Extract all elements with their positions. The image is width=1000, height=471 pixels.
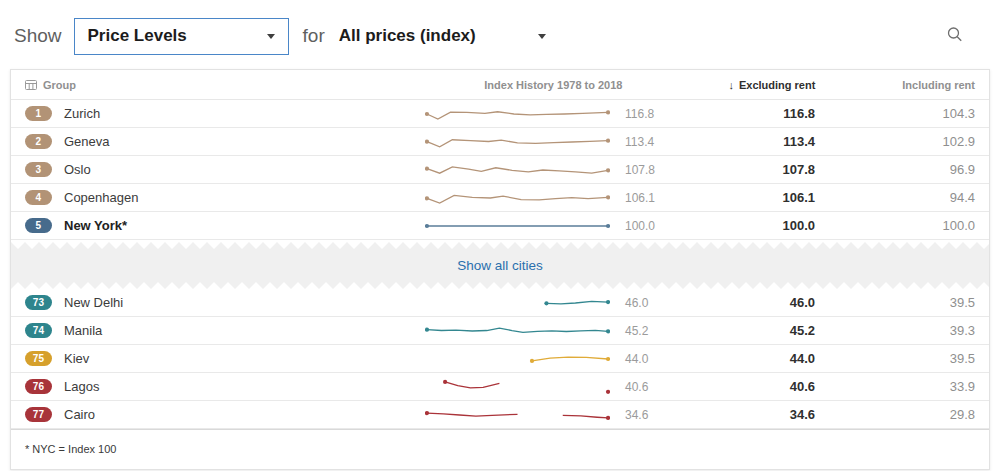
excluding-rent-value: 106.1 [680,190,815,205]
index-history-sparkline [425,187,610,209]
nyc-index-footnote: * NYC = Index 100 [25,443,116,455]
index-history-sparkline [425,376,610,398]
search-button[interactable] [946,26,964,47]
city-name: Copenhagen [64,190,425,205]
sort-descending-icon: ↓ [728,79,734,91]
including-rent-value: 39.3 [815,323,975,338]
chevron-down-icon [538,34,546,39]
sparkline-value: 116.8 [610,107,680,121]
group-grid-icon [25,80,37,90]
table-row[interactable]: 76 Lagos 40.6 40.6 33.9 [11,373,989,401]
sparkline-value: 40.6 [610,380,680,394]
rank-badge: 1 [25,106,52,121]
table-row[interactable]: 1 Zurich 116.8 116.8 104.3 [11,100,989,128]
including-rent-value: 39.5 [815,351,975,366]
rank-badge: 76 [25,379,52,394]
table-footer: * NYC = Index 100 [11,429,989,469]
city-name: Zurich [64,106,425,121]
excluding-rent-value: 44.0 [680,351,815,366]
rank-badge: 74 [25,323,52,338]
including-rent-value: 102.9 [815,134,975,149]
table-row[interactable]: 5 New York* 100.0 100.0 100.0 [11,212,989,240]
excluding-rent-value: 40.6 [680,379,815,394]
metric-dropdown-value: Price Levels [88,26,187,46]
torn-edge-top [11,242,989,249]
sparkline-value: 46.0 [610,296,680,310]
table-row[interactable]: 2 Geneva 113.4 113.4 102.9 [11,128,989,156]
bottom-ranked-rows: 73 New Delhi 46.0 46.0 39.5 74 Manila 45… [11,289,989,429]
including-rent-value: 33.9 [815,379,975,394]
rank-badge: 4 [25,190,52,205]
index-history-sparkline [425,103,610,125]
table-row[interactable]: 77 Cairo 34.6 34.6 29.8 [11,401,989,429]
rank-badge: 5 [25,218,52,233]
index-history-sparkline [425,292,610,314]
category-dropdown-value: All prices (index) [339,26,476,46]
index-history-sparkline [425,348,610,370]
excluding-rent-value: 34.6 [680,407,815,422]
including-rent-value: 29.8 [815,407,975,422]
table-header-row: Group Index History 1978 to 2018 ↓ Exclu… [11,70,989,100]
torn-edge-bottom [11,282,989,289]
index-history-sparkline [425,131,610,153]
header-excluding-rent-label: Excluding rent [739,79,815,91]
rank-badge: 73 [25,295,52,310]
sparkline-value: 45.2 [610,324,680,338]
show-all-cities-button[interactable]: Show all cities [457,258,543,273]
header-group-label: Group [43,79,76,91]
index-history-sparkline [425,215,610,237]
header-including-rent[interactable]: Including rent [815,79,975,91]
metric-dropdown[interactable]: Price Levels [74,18,289,55]
rank-badge: 3 [25,162,52,177]
excluding-rent-value: 45.2 [680,323,815,338]
sparkline-value: 34.6 [610,408,680,422]
including-rent-value: 96.9 [815,162,975,177]
sparkline-value: 44.0 [610,352,680,366]
city-name: Kiev [64,351,425,366]
sparkline-value: 100.0 [610,219,680,233]
header-index-history: Index History 1978 to 2018 [426,79,680,91]
table-row[interactable]: 74 Manila 45.2 45.2 39.3 [11,317,989,345]
including-rent-value: 39.5 [815,295,975,310]
index-history-sparkline [425,404,610,426]
including-rent-value: 94.4 [815,190,975,205]
table-row[interactable]: 4 Copenhagen 106.1 106.1 94.4 [11,184,989,212]
price-levels-table: Group Index History 1978 to 2018 ↓ Exclu… [10,69,990,470]
city-name: Manila [64,323,425,338]
show-all-cities-band: Show all cities [11,242,989,289]
city-name: New Delhi [64,295,425,310]
city-name: New York* [64,218,425,233]
table-row[interactable]: 75 Kiev 44.0 44.0 39.5 [11,345,989,373]
city-name: Lagos [64,379,425,394]
show-label: Show [14,25,62,47]
rank-badge: 77 [25,407,52,422]
excluding-rent-value: 116.8 [680,106,815,121]
city-name: Oslo [64,162,425,177]
index-history-sparkline [425,159,610,181]
top-ranked-rows: 1 Zurich 116.8 116.8 104.3 2 Geneva 113.… [11,100,989,240]
header-excluding-rent[interactable]: ↓ Excluding rent [681,79,816,91]
city-name: Geneva [64,134,425,149]
header-group[interactable]: Group [25,79,426,91]
category-dropdown[interactable]: All prices (index) [339,26,546,46]
chevron-down-icon [267,34,275,39]
including-rent-value: 100.0 [815,218,975,233]
rank-badge: 75 [25,351,52,366]
excluding-rent-value: 113.4 [680,134,815,149]
search-icon [946,26,964,44]
rank-badge: 2 [25,134,52,149]
excluding-rent-value: 46.0 [680,295,815,310]
table-row[interactable]: 73 New Delhi 46.0 46.0 39.5 [11,289,989,317]
excluding-rent-value: 100.0 [680,218,815,233]
sparkline-value: 113.4 [610,135,680,149]
excluding-rent-value: 107.8 [680,162,815,177]
index-history-sparkline [425,320,610,342]
for-label: for [303,25,325,47]
sparkline-value: 107.8 [610,163,680,177]
including-rent-value: 104.3 [815,106,975,121]
city-name: Cairo [64,407,425,422]
table-row[interactable]: 3 Oslo 107.8 107.8 96.9 [11,156,989,184]
sparkline-value: 106.1 [610,191,680,205]
toolbar: Show Price Levels for All prices (index) [0,0,1000,60]
